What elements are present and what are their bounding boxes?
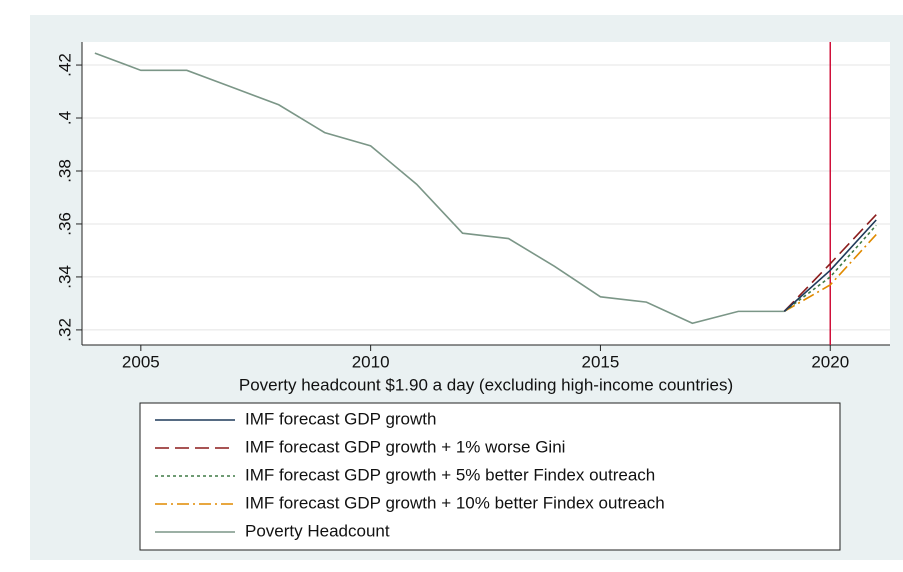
legend-label: IMF forecast GDP growth bbox=[245, 409, 436, 428]
y-tick-label: .32 bbox=[55, 318, 74, 342]
x-tick-label: 2015 bbox=[582, 352, 620, 371]
y-tick-label: .36 bbox=[55, 212, 74, 236]
legend-box bbox=[139, 402, 841, 551]
series-line bbox=[783, 224, 877, 313]
y-tick-label: .34 bbox=[55, 265, 74, 289]
x-tick-label: 2010 bbox=[352, 352, 390, 371]
series-line bbox=[783, 234, 877, 313]
series-line bbox=[783, 219, 877, 312]
legend-label: IMF forecast GDP growth + 10% better Fin… bbox=[245, 493, 665, 512]
x-tick-label: 2005 bbox=[122, 352, 160, 371]
series-line bbox=[94, 52, 785, 325]
y-tick-label: .4 bbox=[55, 111, 74, 125]
legend-label: Poverty Headcount bbox=[245, 521, 390, 540]
x-tick-label: 2020 bbox=[811, 352, 849, 371]
legend-label: IMF forecast GDP growth + 5% better Find… bbox=[245, 465, 655, 484]
y-tick-label: .38 bbox=[55, 159, 74, 183]
x-axis-title: Poverty headcount $1.90 a day (excluding… bbox=[239, 375, 733, 394]
series-line bbox=[783, 214, 877, 312]
y-tick-label: .42 bbox=[55, 53, 74, 77]
plot-area bbox=[82, 42, 890, 345]
legend-label: IMF forecast GDP growth + 1% worse Gini bbox=[245, 437, 565, 456]
